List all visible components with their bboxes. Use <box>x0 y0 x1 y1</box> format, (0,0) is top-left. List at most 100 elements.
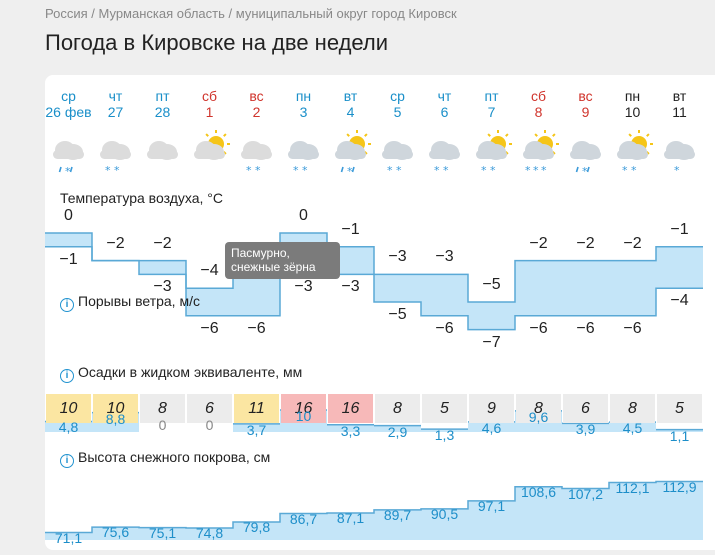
snowflake: * <box>246 164 252 177</box>
cloud-part <box>194 150 225 159</box>
day-of-week: сб <box>201 88 218 104</box>
day-of-week: пн <box>295 88 312 104</box>
temp-min-value: −7 <box>482 333 501 351</box>
day-header[interactable]: сб 1 <box>186 88 233 120</box>
sun-ray <box>552 133 556 137</box>
wind-gust-cell: 6 <box>187 394 232 423</box>
day-date: 9 <box>581 104 590 120</box>
partly-cloudy-snow-icon: * * <box>617 130 653 177</box>
cloudy-snow-icon: * * <box>429 141 460 177</box>
info-icon[interactable]: i <box>60 454 74 468</box>
wind-gust-cell: 8 <box>516 394 561 423</box>
day-date: 28 <box>154 104 171 120</box>
cloud-part <box>429 150 460 159</box>
temp-min-value: −3 <box>153 278 172 296</box>
sun-ray <box>205 133 209 137</box>
sun-ray <box>646 133 650 137</box>
info-icon[interactable]: i <box>60 369 74 383</box>
day-header[interactable]: вс 9 <box>562 88 609 120</box>
snow-depth-line <box>45 480 703 534</box>
day-of-week: чт <box>108 88 123 104</box>
day-date: 4 <box>346 104 355 120</box>
wind-gust-cell: 10 <box>93 394 138 423</box>
breadcrumb-country[interactable]: Россия <box>45 6 88 21</box>
day-date: 27 <box>107 104 124 120</box>
precipitation-value: 3,7 <box>246 421 267 438</box>
temp-min-value: −6 <box>576 319 595 337</box>
weather-tooltip: Пасмурно, снежные зёрна <box>225 242 340 279</box>
overcast-snow-icon: * * <box>100 141 131 177</box>
temp-max-value: −1 <box>670 220 689 238</box>
snowflake: * <box>533 164 539 177</box>
temp-max-value: −2 <box>576 234 595 252</box>
day-header[interactable]: вс 2 <box>233 88 280 120</box>
raindrop <box>575 166 579 173</box>
snowflake: * <box>347 165 353 178</box>
overcast-snow-grains-icon: * * <box>241 141 272 177</box>
raindrop <box>351 166 355 173</box>
wind-gust-cell: 9 <box>469 394 514 423</box>
temp-max-value: −3 <box>435 248 454 266</box>
snowflake: * <box>443 164 449 177</box>
cloudy-snow-icon: * <box>664 141 695 177</box>
temp-max-value: 0 <box>299 207 308 224</box>
partly-cloudy-heavy-snow-icon: * * * <box>523 130 559 177</box>
wind-gust-cell: 5 <box>422 394 467 423</box>
cloudy-snow-rain-icon: * <box>570 141 601 178</box>
breadcrumb-region[interactable]: Мурманская область <box>98 6 225 21</box>
temp-min-value: −6 <box>529 319 548 337</box>
breadcrumb: Россия / Мурманская область / муниципаль… <box>45 6 457 21</box>
wind-gust-cell: 11 <box>234 394 279 423</box>
day-header[interactable]: вт 4 <box>327 88 374 120</box>
day-header[interactable]: чт 27 <box>92 88 139 120</box>
snowflake: * <box>396 164 402 177</box>
temp-max-value: −1 <box>341 220 360 238</box>
day-of-week: вс <box>578 88 593 104</box>
temp-min-value: −5 <box>388 306 407 323</box>
day-header[interactable]: ср 26 фев <box>45 88 92 120</box>
day-header[interactable]: сб 8 <box>515 88 562 120</box>
day-date: 1 <box>205 104 214 120</box>
sun-ray <box>223 133 227 137</box>
day-of-week: пт <box>484 88 499 104</box>
snowflake: * <box>674 164 680 177</box>
precipitation-value: 4,6 <box>481 419 502 436</box>
temp-min-value: −4 <box>670 292 689 310</box>
temp-max-value: −2 <box>529 234 548 252</box>
temp-max-value: −2 <box>153 234 172 252</box>
forecast-card: ср 26 фев чт 27 пт 28 сб 1 вс 2 пн 3 вт 4 ср 5 чт 6 пт 7 сб 8… <box>45 75 715 550</box>
cloud-part <box>617 150 648 159</box>
partly-cloudy-snow-rain-icon: * <box>335 130 371 178</box>
day-date: 5 <box>393 104 402 120</box>
breadcrumb-district[interactable]: муниципальный округ город Кировск <box>235 6 457 21</box>
wind-gust-cell: 16 <box>328 394 373 423</box>
cloud-part <box>570 150 601 159</box>
day-of-week: пт <box>155 88 170 104</box>
day-header[interactable]: пн 3 <box>280 88 327 120</box>
snow-label: i Высота снежного покрова, см <box>60 449 270 468</box>
day-header[interactable]: ср 5 <box>374 88 421 120</box>
wind-gust-cell: 5 <box>657 394 702 423</box>
snowflake: * <box>490 164 496 177</box>
day-date: 6 <box>440 104 449 120</box>
day-date: 7 <box>487 104 496 120</box>
day-header[interactable]: чт 6 <box>421 88 468 120</box>
day-date: 10 <box>624 104 641 120</box>
day-header[interactable]: пн 10 <box>609 88 656 120</box>
snowflake: * <box>631 164 637 177</box>
snowflake: * <box>434 164 440 177</box>
temp-max-value: 0 <box>64 207 73 224</box>
day-header[interactable]: пт 28 <box>139 88 186 120</box>
snowflake: * <box>293 164 299 177</box>
snowflake: * <box>255 164 261 177</box>
cloud-part <box>147 150 178 159</box>
day-of-week: вт <box>343 88 358 104</box>
snow-depth-value: 112,9 <box>662 478 697 495</box>
day-header[interactable]: пт 7 <box>468 88 515 120</box>
day-header[interactable]: вт 11 <box>656 88 703 120</box>
info-icon[interactable]: i <box>60 298 74 312</box>
snow-depth-value: 107,2 <box>567 485 604 502</box>
day-date: 3 <box>299 104 308 120</box>
snowflake: * <box>65 165 71 178</box>
overcast-snow-rain-icon: * <box>53 141 84 178</box>
